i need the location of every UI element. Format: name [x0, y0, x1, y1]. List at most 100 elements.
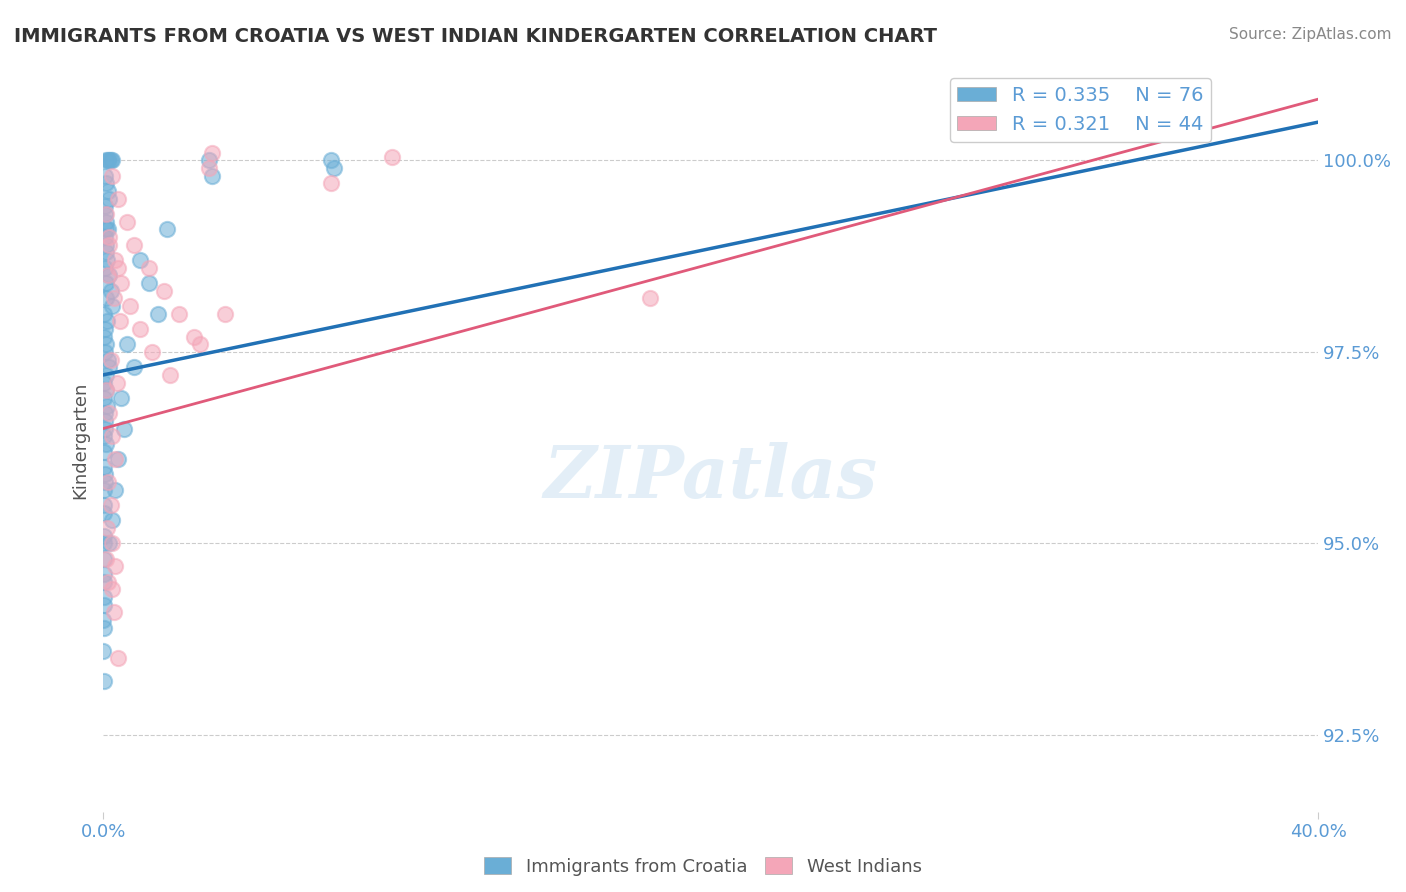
Point — [94, 222, 117, 236]
Point — [93, 444, 115, 458]
Point — [319, 177, 342, 191]
Point — [198, 161, 221, 175]
Point — [94, 260, 117, 275]
Point — [93, 322, 115, 336]
Point — [138, 276, 160, 290]
Point — [101, 429, 124, 443]
Point — [101, 536, 124, 550]
Point — [97, 352, 120, 367]
Point — [120, 299, 142, 313]
Point — [638, 291, 661, 305]
Point — [104, 452, 127, 467]
Point — [93, 169, 115, 183]
Point — [107, 651, 129, 665]
Point — [96, 314, 118, 328]
Point — [96, 245, 118, 260]
Point — [117, 337, 139, 351]
Point — [93, 376, 115, 390]
Point — [107, 192, 129, 206]
Point — [93, 421, 115, 435]
Point — [188, 337, 211, 351]
Point — [94, 414, 117, 428]
Point — [159, 368, 181, 382]
Point — [146, 307, 169, 321]
Point — [104, 559, 127, 574]
Point — [153, 284, 176, 298]
Point — [103, 606, 125, 620]
Point — [93, 429, 115, 443]
Point — [97, 268, 120, 283]
Point — [96, 252, 118, 267]
Point — [97, 475, 120, 490]
Point — [201, 145, 224, 160]
Point — [183, 329, 205, 343]
Text: ZIPatlas: ZIPatlas — [544, 442, 877, 513]
Point — [93, 643, 115, 657]
Point — [93, 475, 115, 490]
Point — [96, 337, 118, 351]
Point — [96, 207, 118, 221]
Point — [96, 383, 118, 397]
Point — [94, 551, 117, 566]
Point — [141, 345, 163, 359]
Point — [128, 322, 150, 336]
Point — [98, 406, 121, 420]
Point — [93, 406, 115, 420]
Point — [93, 483, 115, 497]
Point — [381, 150, 404, 164]
Point — [93, 574, 115, 589]
Point — [122, 360, 145, 375]
Point — [96, 521, 118, 535]
Point — [98, 360, 121, 375]
Point — [128, 252, 150, 267]
Text: IMMIGRANTS FROM CROATIA VS WEST INDIAN KINDERGARTEN CORRELATION CHART: IMMIGRANTS FROM CROATIA VS WEST INDIAN K… — [14, 27, 936, 45]
Point — [108, 314, 131, 328]
Point — [101, 153, 124, 168]
Point — [101, 299, 124, 313]
Point — [96, 437, 118, 451]
Point — [100, 153, 122, 168]
Point — [93, 567, 115, 582]
Point — [97, 268, 120, 283]
Point — [96, 215, 118, 229]
Point — [97, 222, 120, 236]
Point — [93, 230, 115, 244]
Y-axis label: Kindergarten: Kindergarten — [72, 381, 89, 499]
Point — [201, 169, 224, 183]
Point — [104, 483, 127, 497]
Point — [107, 452, 129, 467]
Point — [93, 674, 115, 689]
Point — [96, 399, 118, 413]
Point — [94, 368, 117, 382]
Point — [100, 498, 122, 512]
Point — [319, 153, 342, 168]
Point — [107, 260, 129, 275]
Point — [100, 284, 122, 298]
Point — [93, 207, 115, 221]
Point — [103, 291, 125, 305]
Point — [98, 153, 121, 168]
Point — [98, 192, 121, 206]
Point — [93, 391, 115, 405]
Point — [94, 345, 117, 359]
Point — [110, 276, 132, 290]
Point — [98, 237, 121, 252]
Point — [214, 307, 236, 321]
Point — [96, 153, 118, 168]
Point — [110, 391, 132, 405]
Point — [101, 169, 124, 183]
Point — [93, 459, 115, 474]
Point — [93, 551, 115, 566]
Point — [167, 307, 190, 321]
Point — [98, 536, 121, 550]
Point — [97, 574, 120, 589]
Point — [93, 529, 115, 543]
Point — [323, 161, 346, 175]
Point — [93, 199, 115, 213]
Point — [97, 153, 120, 168]
Point — [100, 352, 122, 367]
Legend: R = 0.335    N = 76, R = 0.321    N = 44: R = 0.335 N = 76, R = 0.321 N = 44 — [949, 78, 1211, 142]
Point — [96, 177, 118, 191]
Point — [101, 513, 124, 527]
Point — [94, 383, 117, 397]
